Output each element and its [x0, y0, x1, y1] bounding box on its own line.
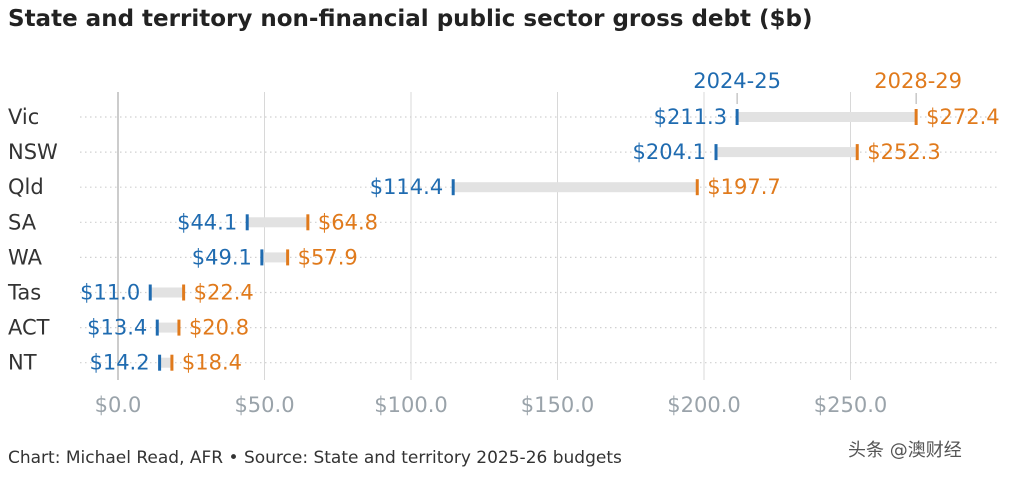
- connector-bar: [453, 182, 698, 193]
- connector-bar: [261, 252, 288, 263]
- end-value-label: $272.4: [926, 105, 999, 129]
- start-marker: [451, 179, 455, 196]
- start-value-label: $14.2: [89, 351, 149, 375]
- connector-bar: [737, 112, 917, 122]
- start-value-label: $211.3: [654, 105, 727, 129]
- connector-bar: [159, 357, 172, 368]
- end-value-label: $20.8: [189, 316, 249, 340]
- end-value-label: $57.9: [298, 245, 358, 269]
- x-tick-label: $100.0: [374, 393, 447, 417]
- end-marker: [855, 144, 859, 161]
- series-header-start: 2024-25: [693, 69, 781, 93]
- x-tick-label: $50.0: [234, 393, 294, 417]
- start-value-label: $44.1: [177, 210, 237, 234]
- end-marker: [182, 284, 186, 301]
- end-marker: [177, 319, 181, 336]
- category-label: WA: [8, 245, 43, 269]
- connector-bar: [716, 147, 858, 158]
- category-label: SA: [8, 210, 37, 234]
- start-marker: [260, 249, 264, 266]
- start-marker: [735, 109, 739, 125]
- category-label: Vic: [8, 105, 39, 129]
- x-tick-label: $200.0: [667, 393, 740, 417]
- chart-title: State and territory non-financial public…: [8, 6, 813, 32]
- start-value-label: $11.0: [80, 281, 140, 305]
- start-value-label: $13.4: [87, 316, 147, 340]
- category-label: NT: [8, 351, 37, 375]
- chart-source-footer: Chart: Michael Read, AFR • Source: State…: [8, 448, 622, 468]
- start-value-label: $49.1: [192, 245, 252, 269]
- start-value-label: $114.4: [370, 175, 443, 199]
- x-tick-label: $250.0: [814, 393, 887, 417]
- start-marker: [714, 144, 718, 161]
- end-marker: [286, 249, 290, 266]
- connector-bar: [157, 322, 179, 333]
- end-value-label: $64.8: [318, 210, 378, 234]
- x-tick-label: $150.0: [521, 393, 594, 417]
- connector-bar: [150, 287, 184, 298]
- category-label: Tas: [7, 281, 41, 305]
- category-label: Qld: [8, 175, 44, 199]
- start-value-label: $204.1: [633, 140, 706, 164]
- end-marker: [695, 179, 699, 196]
- start-marker: [155, 319, 159, 336]
- x-tick-label: $0.0: [95, 393, 142, 417]
- start-marker: [158, 354, 162, 371]
- end-marker: [914, 109, 918, 125]
- end-marker: [306, 214, 310, 231]
- series-header-end: 2028-29: [874, 69, 962, 93]
- end-value-label: $252.3: [867, 140, 940, 164]
- end-value-label: $18.4: [182, 351, 242, 375]
- end-value-label: $197.7: [707, 175, 780, 199]
- start-marker: [148, 284, 152, 301]
- dumbbell-chart: $0.0 $50.0 $100.0 $150.0 $200.0 $250.0 2024-25…: [7, 69, 1000, 417]
- end-value-label: $22.4: [194, 281, 254, 305]
- category-label: ACT: [8, 316, 50, 340]
- category-label: NSW: [8, 140, 58, 164]
- watermark: 头条 @澳财经: [848, 440, 962, 461]
- connector-bar: [247, 217, 308, 228]
- start-marker: [245, 214, 249, 231]
- end-marker: [170, 354, 174, 371]
